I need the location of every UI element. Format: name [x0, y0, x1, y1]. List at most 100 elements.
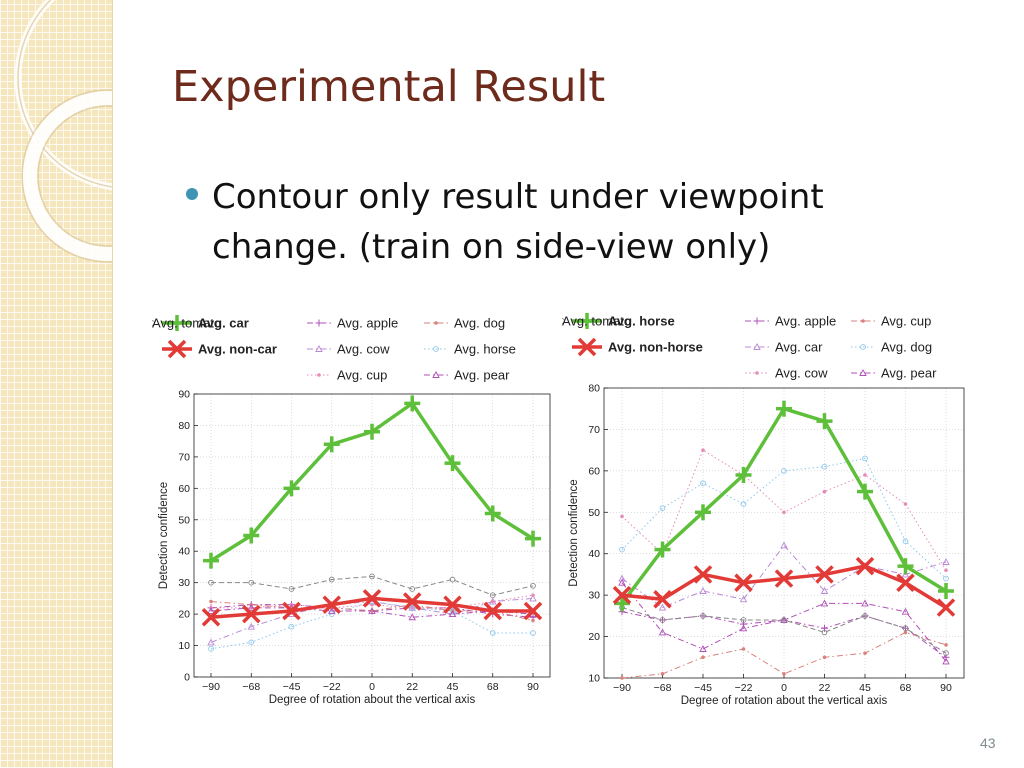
series-line: [211, 575, 534, 596]
data-point: [201, 608, 221, 627]
series-avg-horse: [614, 400, 954, 612]
data-point: [700, 613, 706, 619]
series-line: [621, 544, 947, 609]
data-point: [247, 603, 256, 611]
data-point: [855, 556, 875, 576]
data-point: [902, 625, 909, 632]
data-point: [659, 505, 666, 511]
data-point: [620, 514, 624, 519]
data-point: [862, 455, 868, 462]
legend-marker: [169, 315, 185, 331]
data-point: [207, 607, 215, 614]
legend-item-avg-pear: Avg. pear: [424, 368, 510, 383]
x-tick-label: −45: [283, 681, 301, 693]
data-point: [740, 617, 747, 623]
legend-label: Avg. tomato: [152, 316, 221, 331]
data-point: [821, 624, 828, 632]
data-point: [739, 595, 748, 603]
data-point: [484, 505, 501, 522]
data-point: [619, 546, 625, 553]
legend-label: Avg. dog: [881, 340, 932, 355]
series-avg-car: [203, 395, 541, 569]
legend-marker: [152, 320, 155, 326]
y-tick-label: 40: [178, 546, 190, 558]
y-tick-label: 40: [588, 548, 600, 560]
data-point: [658, 628, 667, 636]
data-point: [248, 579, 255, 586]
data-point: [203, 552, 219, 569]
data-point: [780, 541, 788, 549]
legend-marker: [753, 343, 761, 350]
legend-label: Avg. cow: [775, 366, 828, 381]
data-point: [525, 530, 541, 547]
legend-item-avg-car: Avg. car: [162, 315, 249, 331]
data-point: [944, 643, 948, 647]
data-point: [944, 568, 948, 573]
data-point: [618, 574, 626, 582]
legend-label: Avg. apple: [337, 316, 398, 331]
data-point: [822, 489, 827, 494]
data-point: [897, 558, 914, 575]
data-point: [781, 468, 787, 474]
legend-item-avg-car: Avg. car: [745, 340, 823, 355]
data-point: [701, 448, 705, 452]
data-point: [901, 607, 910, 615]
legend-marker: [861, 319, 865, 323]
data-point: [403, 592, 422, 611]
series-avg-tomato: [208, 573, 536, 599]
data-point: [362, 589, 382, 608]
y-axis-label: Detection confidence: [568, 479, 580, 586]
legend-item-avg-cup: Avg. cup: [851, 314, 931, 329]
decorative-sidebar: [0, 0, 113, 768]
data-point: [368, 607, 376, 614]
data-point: [861, 599, 869, 607]
data-point: [943, 575, 949, 582]
data-point: [409, 604, 416, 611]
data-point: [741, 647, 746, 651]
data-point: [530, 630, 536, 636]
data-point: [449, 608, 456, 614]
data-point: [654, 541, 671, 558]
data-point: [701, 655, 705, 660]
legend-item-avg-dog: Avg. dog: [424, 316, 505, 331]
data-point: [208, 579, 214, 586]
data-point: [283, 480, 300, 497]
y-tick-label: 30: [178, 577, 190, 589]
series-avg-tomato: [619, 604, 949, 656]
data-point: [820, 599, 829, 607]
data-point: [660, 672, 665, 676]
data-point: [328, 576, 335, 583]
data-point: [782, 672, 786, 676]
series-avg-non-car: [201, 589, 543, 627]
data-point: [620, 676, 624, 680]
y-axis-label: Detection confidence: [158, 482, 170, 589]
data-point: [781, 617, 787, 623]
y-tick-label: 10: [588, 673, 600, 685]
data-point: [531, 618, 535, 623]
data-point: [653, 590, 672, 609]
y-tick-label: 20: [588, 631, 600, 643]
data-point: [404, 395, 421, 412]
legend-marker: [317, 373, 321, 377]
x-axis-label: Degree of rotation about the vertical ax…: [681, 695, 888, 707]
legend-marker: [859, 369, 867, 376]
x-tick-label: 68: [487, 681, 499, 693]
legend-marker: [579, 313, 595, 329]
y-tick-label: 60: [588, 465, 600, 477]
data-point: [209, 599, 213, 604]
page-number: 43: [980, 735, 996, 751]
x-tick-label: 0: [781, 682, 787, 694]
data-point: [902, 538, 909, 545]
y-tick-label: 10: [178, 640, 190, 652]
data-point: [243, 527, 260, 544]
legend-marker: [315, 345, 323, 352]
data-point: [443, 595, 462, 614]
x-tick-label: 68: [900, 682, 912, 694]
series-line: [210, 601, 533, 650]
data-point: [863, 473, 867, 477]
data-point: [896, 573, 915, 592]
data-point: [364, 423, 380, 440]
legend-label: Avg. cup: [881, 314, 931, 329]
bullet-text: Contour only result under viewpoint chan…: [212, 177, 824, 267]
data-point: [208, 645, 214, 652]
